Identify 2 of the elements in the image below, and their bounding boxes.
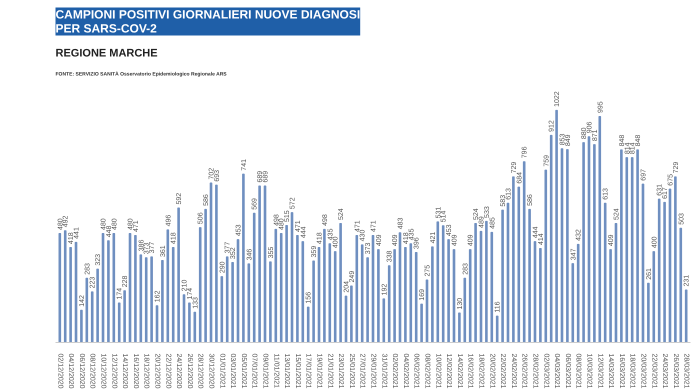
chart-subtitle: REGIONE MARCHE	[56, 48, 158, 60]
chart-title: CAMPIONI POSITIVI GIORNALIERI NUOVE DIAGNOSI PER SARS-COV-2	[56, 8, 360, 36]
